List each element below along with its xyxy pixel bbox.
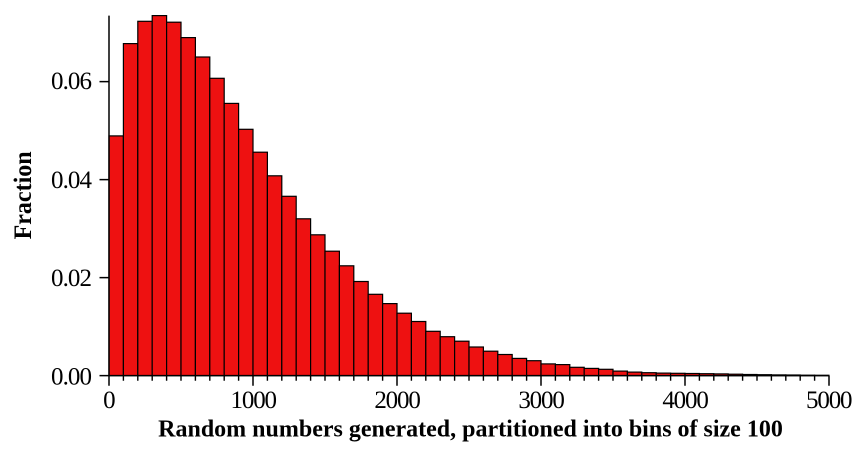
svg-text:0.02: 0.02 [51,265,92,292]
svg-text:3000: 3000 [518,387,565,414]
svg-text:4000: 4000 [662,387,709,414]
svg-text:0.00: 0.00 [51,364,92,391]
svg-text:0: 0 [103,387,116,414]
svg-text:Random numbers generated, part: Random numbers generated, partitioned in… [158,417,783,443]
svg-text:0.04: 0.04 [51,167,93,194]
svg-text:2000: 2000 [374,387,421,414]
svg-text:5000: 5000 [806,387,853,414]
svg-text:Fraction: Fraction [10,151,37,239]
svg-text:0.06: 0.06 [51,68,92,95]
svg-text:1000: 1000 [231,387,277,414]
